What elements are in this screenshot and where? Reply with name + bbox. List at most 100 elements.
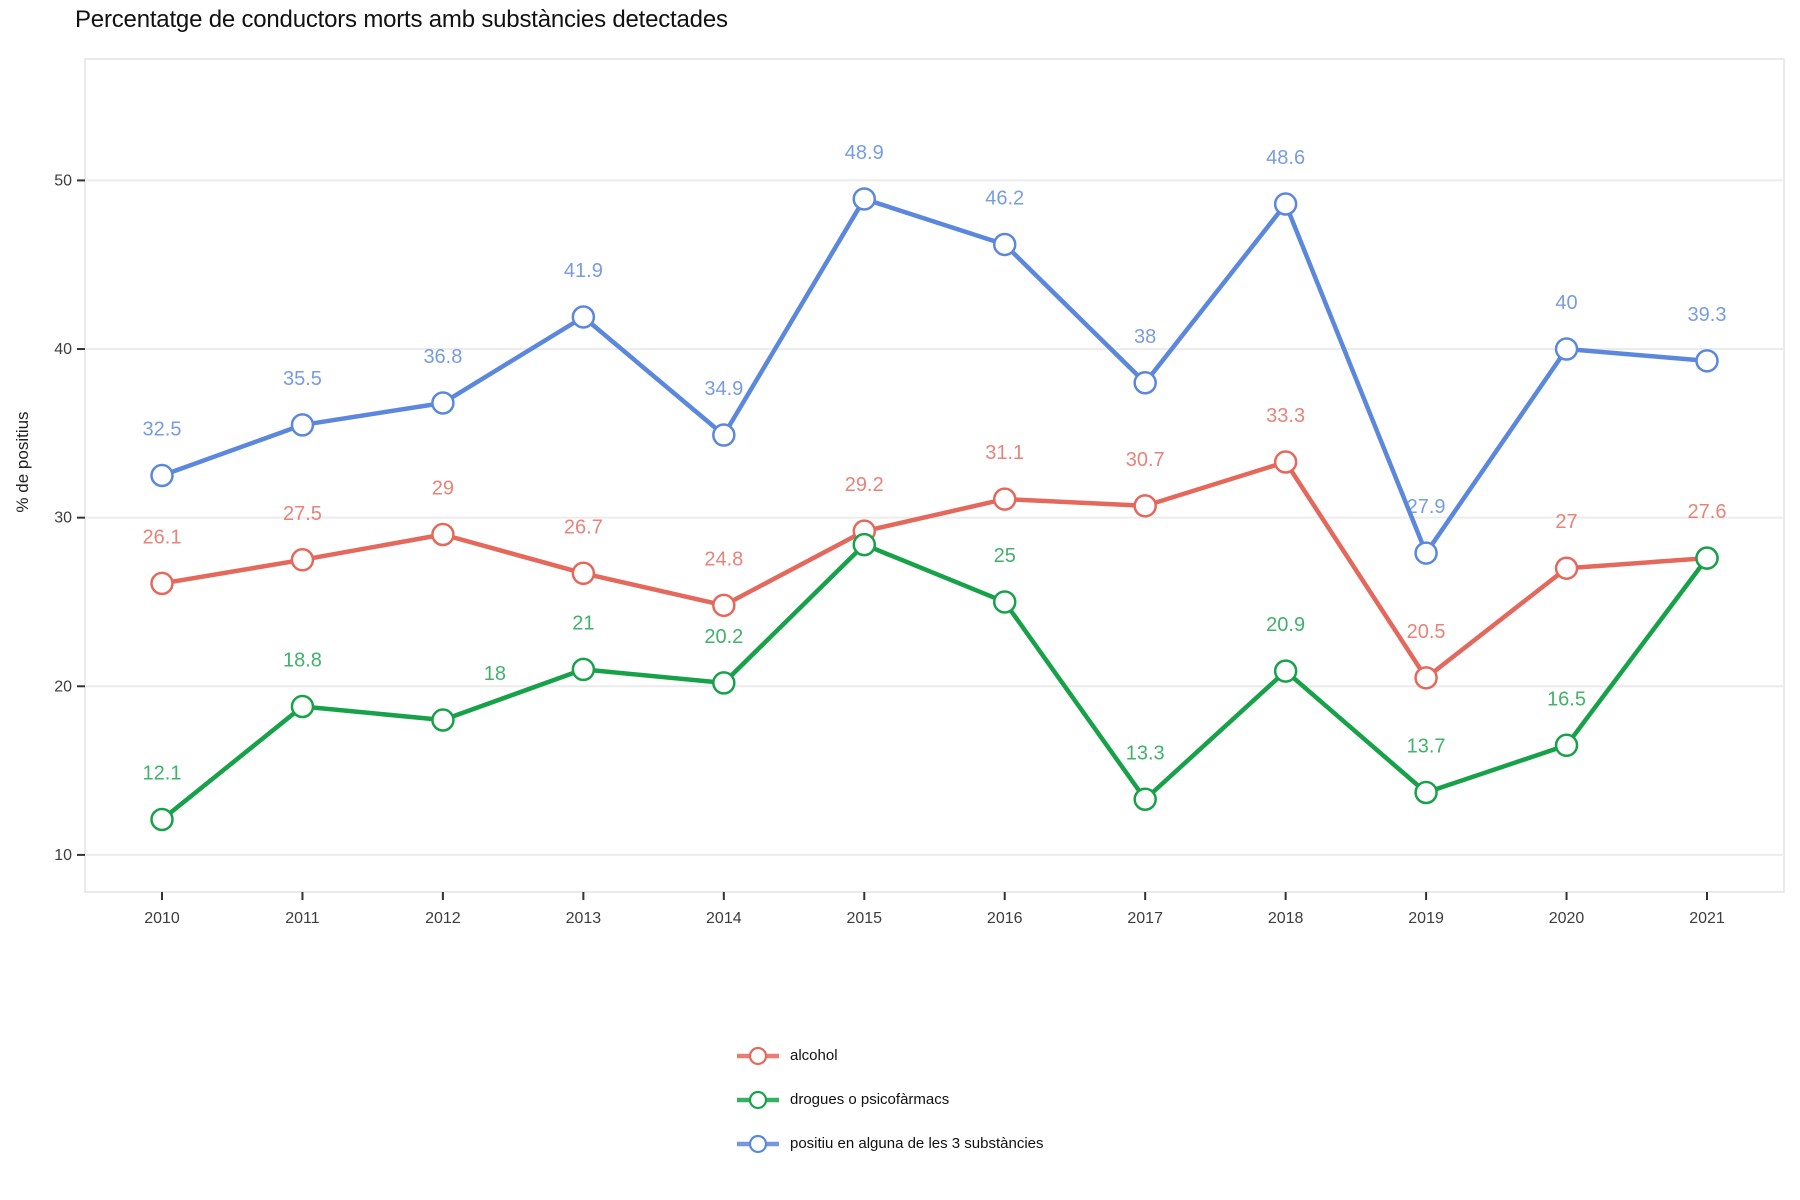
x-tick-label: 2016	[987, 910, 1023, 927]
data-point-1-0	[150, 807, 174, 832]
y-tick-label: 50	[54, 172, 72, 189]
data-point-1-8	[1273, 659, 1298, 683]
data-point-2-0	[150, 463, 174, 488]
x-tick-label: 2018	[1268, 910, 1304, 927]
data-point-0-10	[1554, 556, 1579, 580]
data-label-0-2: 29	[432, 478, 454, 500]
data-label-0-0: 26.1	[143, 526, 182, 548]
x-tick-label: 2011	[285, 910, 320, 927]
y-tick-label: 20	[54, 678, 72, 695]
data-point-2-10	[1554, 337, 1579, 361]
data-label-0-4: 24.8	[704, 548, 743, 570]
data-label-2-10: 40	[1555, 292, 1577, 314]
data-label-2-11: 39.3	[1688, 304, 1727, 326]
data-point-1-7	[1133, 787, 1157, 812]
data-point-1-4	[712, 671, 736, 695]
data-point-2-3	[571, 305, 596, 329]
chart-title: Percentatge de conductors morts amb subs…	[75, 6, 728, 33]
data-label-2-4: 34.9	[704, 378, 743, 400]
data-point-2-4	[712, 423, 736, 447]
data-point-0-2	[431, 522, 455, 547]
x-tick-label: 2015	[846, 910, 882, 927]
data-point-2-8	[1273, 192, 1298, 216]
x-tick-label: 2021	[1689, 910, 1725, 927]
data-label-2-5: 48.9	[845, 142, 884, 164]
plot-panel-border	[84, 58, 1785, 893]
data-point-0-8	[1273, 450, 1298, 474]
data-label-2-9: 27.9	[1407, 496, 1446, 518]
data-point-0-4	[712, 593, 736, 618]
data-label-0-11: 27.6	[1688, 501, 1727, 523]
data-point-2-5	[852, 187, 877, 211]
data-label-0-1: 27.5	[283, 503, 322, 525]
series-line-2	[159, 196, 1710, 556]
data-label-2-2: 36.8	[423, 346, 462, 368]
line-chart-plot: 10 20 30 40 50 2010 2011 2012 2013 2014 2015 2016 20…	[54, 58, 1785, 927]
data-label-1-4: 20.2	[704, 626, 743, 648]
data-label-2-3: 41.9	[564, 260, 603, 282]
data-point-1-5	[852, 532, 877, 557]
data-point-1-11	[1695, 546, 1719, 570]
y-tick-label: 30	[54, 510, 72, 527]
x-tick-label: 2012	[425, 910, 461, 927]
data-label-2-0: 32.5	[143, 419, 182, 441]
legend-key-icon	[737, 1046, 779, 1065]
legend-key-icon	[737, 1134, 779, 1153]
data-label-0-6: 31.1	[985, 442, 1024, 464]
series-line-1	[159, 542, 1710, 822]
data-point-1-10	[1554, 733, 1579, 758]
data-point-0-9	[1414, 666, 1438, 690]
data-point-1-1	[290, 694, 315, 719]
legend-label: alcohol	[790, 1047, 838, 1064]
data-label-0-5: 29.2	[845, 474, 884, 496]
data-label-1-10: 16.5	[1547, 688, 1586, 710]
y-tick-label: 10	[54, 847, 72, 864]
data-label-2-1: 35.5	[283, 368, 322, 390]
data-label-1-6: 25	[994, 545, 1016, 567]
data-point-1-2	[431, 708, 455, 732]
data-label-1-1: 18.8	[283, 650, 322, 672]
data-point-0-1	[290, 548, 315, 572]
data-point-2-6	[992, 232, 1017, 257]
data-point-1-9	[1414, 780, 1438, 805]
legend-item-1: drogues o psicofàrmacs	[735, 1084, 1044, 1115]
data-label-0-9: 20.5	[1407, 621, 1446, 643]
data-point-2-1	[290, 413, 315, 437]
data-label-2-7: 38	[1134, 326, 1156, 348]
legend-key-icon	[737, 1090, 779, 1109]
data-label-0-7: 30.7	[1126, 449, 1165, 471]
data-point-1-3	[571, 657, 596, 682]
x-tick-label: 2019	[1408, 910, 1444, 927]
data-label-1-3: 21	[572, 612, 594, 634]
data-label-2-8: 48.6	[1266, 147, 1305, 169]
legend-item-0: alcohol	[735, 1040, 1044, 1071]
data-point-2-11	[1695, 349, 1719, 373]
y-tick-label: 40	[54, 341, 72, 358]
data-label-1-2: 18	[484, 663, 506, 685]
data-label-1-0: 12.1	[143, 762, 182, 784]
x-tick-label: 2017	[1127, 910, 1163, 927]
legend-label: drogues o psicofàrmacs	[790, 1091, 950, 1108]
data-point-1-6	[992, 590, 1017, 614]
data-point-0-6	[992, 487, 1017, 511]
x-tick-label: 2014	[706, 910, 742, 927]
series-line-0	[159, 459, 1710, 681]
x-tick-label: 2013	[566, 910, 602, 927]
x-tick-label: 2020	[1549, 910, 1585, 927]
data-label-0-8: 33.3	[1266, 405, 1305, 427]
data-label-0-3: 26.7	[564, 516, 603, 538]
data-point-0-0	[150, 571, 174, 596]
data-point-0-7	[1133, 494, 1157, 518]
data-point-2-7	[1133, 371, 1157, 395]
data-point-0-3	[571, 561, 596, 586]
data-point-2-2	[431, 391, 455, 415]
data-label-1-7: 13.3	[1126, 742, 1165, 764]
x-tick-label: 2010	[144, 910, 180, 927]
data-label-0-10: 27	[1555, 511, 1577, 533]
data-point-2-9	[1414, 541, 1438, 565]
data-label-1-9: 13.7	[1407, 736, 1446, 758]
chart-legend: alcohol drogues o psicofàrmacs positiu en …	[735, 1040, 1044, 1159]
legend-label: positiu en alguna de les 3 substàncies	[790, 1135, 1044, 1152]
data-label-2-6: 46.2	[985, 187, 1024, 209]
